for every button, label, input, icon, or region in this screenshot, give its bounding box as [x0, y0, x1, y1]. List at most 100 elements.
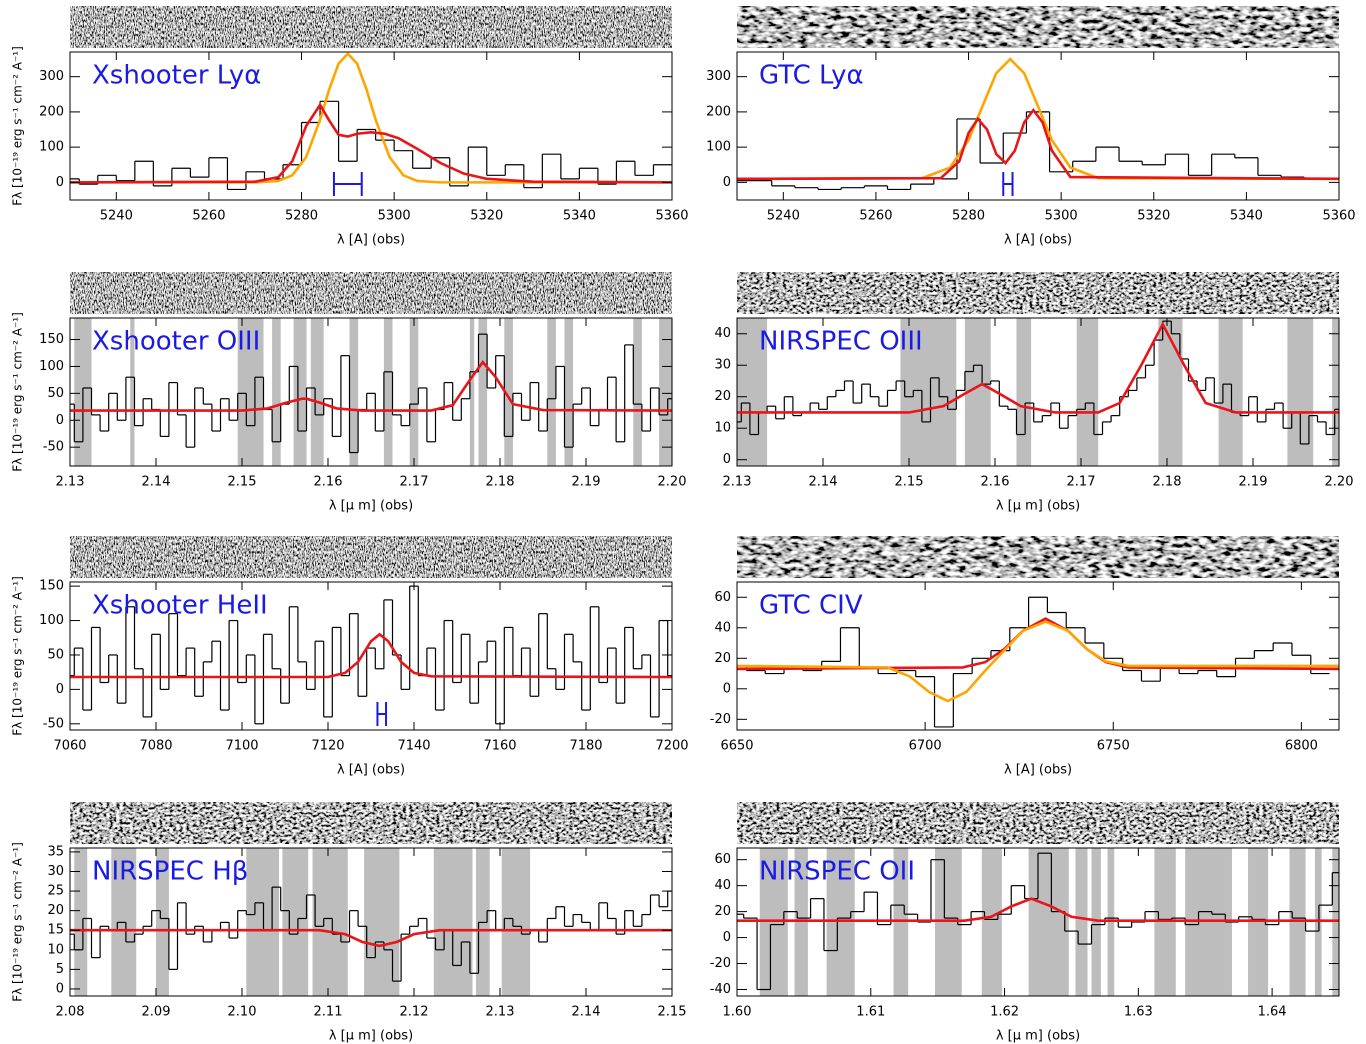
sky-mask — [1028, 848, 1069, 996]
y-tick-label: 20 — [714, 389, 731, 404]
y-tick-label: -50 — [43, 440, 64, 455]
step-riser — [73, 334, 669, 453]
plot-area — [70, 585, 672, 726]
y-axis-label: Fλ [10⁻¹⁹ erg s⁻¹ cm⁻² A⁻¹] — [11, 46, 25, 206]
x-tick-label: 5300 — [378, 209, 411, 224]
x-tick-label: 2.19 — [1239, 475, 1268, 490]
x-tick-label: 1.64 — [1258, 1005, 1287, 1020]
x-tick-label: 5360 — [1322, 209, 1355, 224]
sky-mask — [74, 848, 88, 996]
x-tick-label: 5300 — [1045, 209, 1078, 224]
sky-mask — [633, 318, 642, 466]
y-tick-label: 10 — [714, 421, 731, 436]
y-tick-label: 10 — [47, 942, 64, 957]
y-tick-label: -20 — [710, 712, 731, 727]
x-tick-label: 6800 — [1285, 739, 1318, 754]
y-tick-label: 60 — [714, 590, 731, 605]
plot-area — [737, 318, 1339, 466]
sky-mask — [547, 318, 556, 466]
y-tick-label: 150 — [39, 332, 64, 347]
x-tick-label: 2.13 — [723, 475, 752, 490]
x-tick-label: 1.63 — [1124, 1005, 1153, 1020]
x-tick-label: 2.16 — [981, 475, 1010, 490]
y-tick-label: -50 — [43, 716, 64, 731]
sky-mask — [272, 318, 281, 466]
step-riser — [743, 853, 1333, 990]
sky-mask — [469, 318, 475, 466]
plot-frame — [736, 317, 1340, 467]
x-tick-label: 1.60 — [723, 1005, 752, 1020]
y-tick-label: 0 — [723, 930, 731, 945]
fit-curve — [70, 632, 672, 679]
fit-curve — [737, 897, 1339, 923]
x-tick-label: 2.15 — [895, 475, 924, 490]
x-tick-label: 2.18 — [486, 475, 515, 490]
y-tick-label: 300 — [706, 69, 731, 84]
x-tick-label: 2.14 — [809, 475, 838, 490]
y-tick-label: 40 — [714, 620, 731, 635]
step-riser — [73, 887, 669, 982]
y-axis-label: Fλ [10⁻¹⁹ erg s⁻¹ cm⁻² A⁻¹] — [11, 576, 25, 736]
y-tick-label: 0 — [56, 682, 64, 697]
x-tick-label: 7200 — [655, 739, 688, 754]
x-tick-label: 2.13 — [56, 475, 85, 490]
panel-title: GTC Lyα — [759, 61, 864, 91]
sky-mask — [1076, 318, 1099, 466]
y-tick-label: -20 — [710, 956, 731, 971]
panel-title: NIRSPEC OII — [759, 857, 915, 887]
panel-title: NIRSPEC Hβ — [92, 857, 248, 887]
panel: 2.13 2.14 2.15 2.16 2.17 2.18 2.19 2.20 0 10 20 30 4… — [714, 272, 1353, 514]
y-tick-label: 0 — [723, 681, 731, 696]
sky-mask — [383, 318, 393, 466]
x-tick-label: 7100 — [225, 739, 258, 754]
x-axis-label: λ [μ m] (obs) — [329, 499, 413, 514]
x-tick-label: 2.08 — [56, 1005, 85, 1020]
plot-frame — [69, 847, 673, 997]
plot-area — [70, 318, 672, 466]
line-center-marker — [376, 702, 388, 726]
x-tick-label: 2.20 — [658, 475, 687, 490]
y-tick-label: 5 — [56, 962, 64, 977]
sky-mask — [900, 318, 957, 466]
panel: 2.13 2.14 2.15 2.16 2.17 2.18 2.19 2.20 -50 0 50 10… — [11, 272, 687, 514]
x-tick-label: 5280 — [285, 209, 318, 224]
fit-curve — [70, 928, 672, 948]
x-tick-label: 5320 — [1137, 209, 1170, 224]
fit-curve — [737, 620, 1339, 703]
x-axis-label: λ [A] (obs) — [337, 233, 405, 248]
fit-curve — [737, 107, 1339, 181]
sky-mask — [737, 318, 768, 466]
fit-curve — [70, 102, 672, 184]
spectrum-2d-image — [737, 536, 1339, 578]
plot-frame — [736, 581, 1340, 731]
y-tick-label: 35 — [47, 844, 64, 859]
y-tick-label: -40 — [710, 982, 731, 997]
y-axis-label: Fλ [10⁻¹⁹ erg s⁻¹ cm⁻² A⁻¹] — [11, 312, 25, 472]
y-tick-label: 60 — [714, 852, 731, 867]
x-axis-label: λ [A] (obs) — [1004, 763, 1072, 778]
spectrum-2d-image — [737, 272, 1339, 314]
x-tick-label: 2.13 — [486, 1005, 515, 1020]
x-tick-label: 2.20 — [1325, 475, 1354, 490]
spectrum-2d-image — [70, 536, 672, 578]
fit-curve — [737, 57, 1339, 181]
plot-area — [70, 52, 672, 196]
y-tick-label: 0 — [56, 175, 64, 190]
sky-mask — [1091, 848, 1101, 996]
sky-mask — [130, 318, 135, 466]
y-tick-label: 40 — [714, 326, 731, 341]
x-tick-label: 1.61 — [856, 1005, 885, 1020]
x-tick-label: 5260 — [859, 209, 892, 224]
line-center-marker — [1002, 172, 1014, 196]
y-tick-label: 100 — [706, 140, 731, 155]
y-tick-label: 25 — [47, 884, 64, 899]
x-tick-label: 1.62 — [990, 1005, 1019, 1020]
spectrum-2d-image — [737, 802, 1339, 844]
y-tick-label: 0 — [723, 452, 731, 467]
x-tick-label: 2.10 — [228, 1005, 257, 1020]
panel: 5240 5260 5280 5300 5320 5340 5360 0 100 200 300 GT… — [706, 6, 1356, 248]
sky-mask — [282, 848, 309, 996]
y-tick-label: 300 — [39, 69, 64, 84]
